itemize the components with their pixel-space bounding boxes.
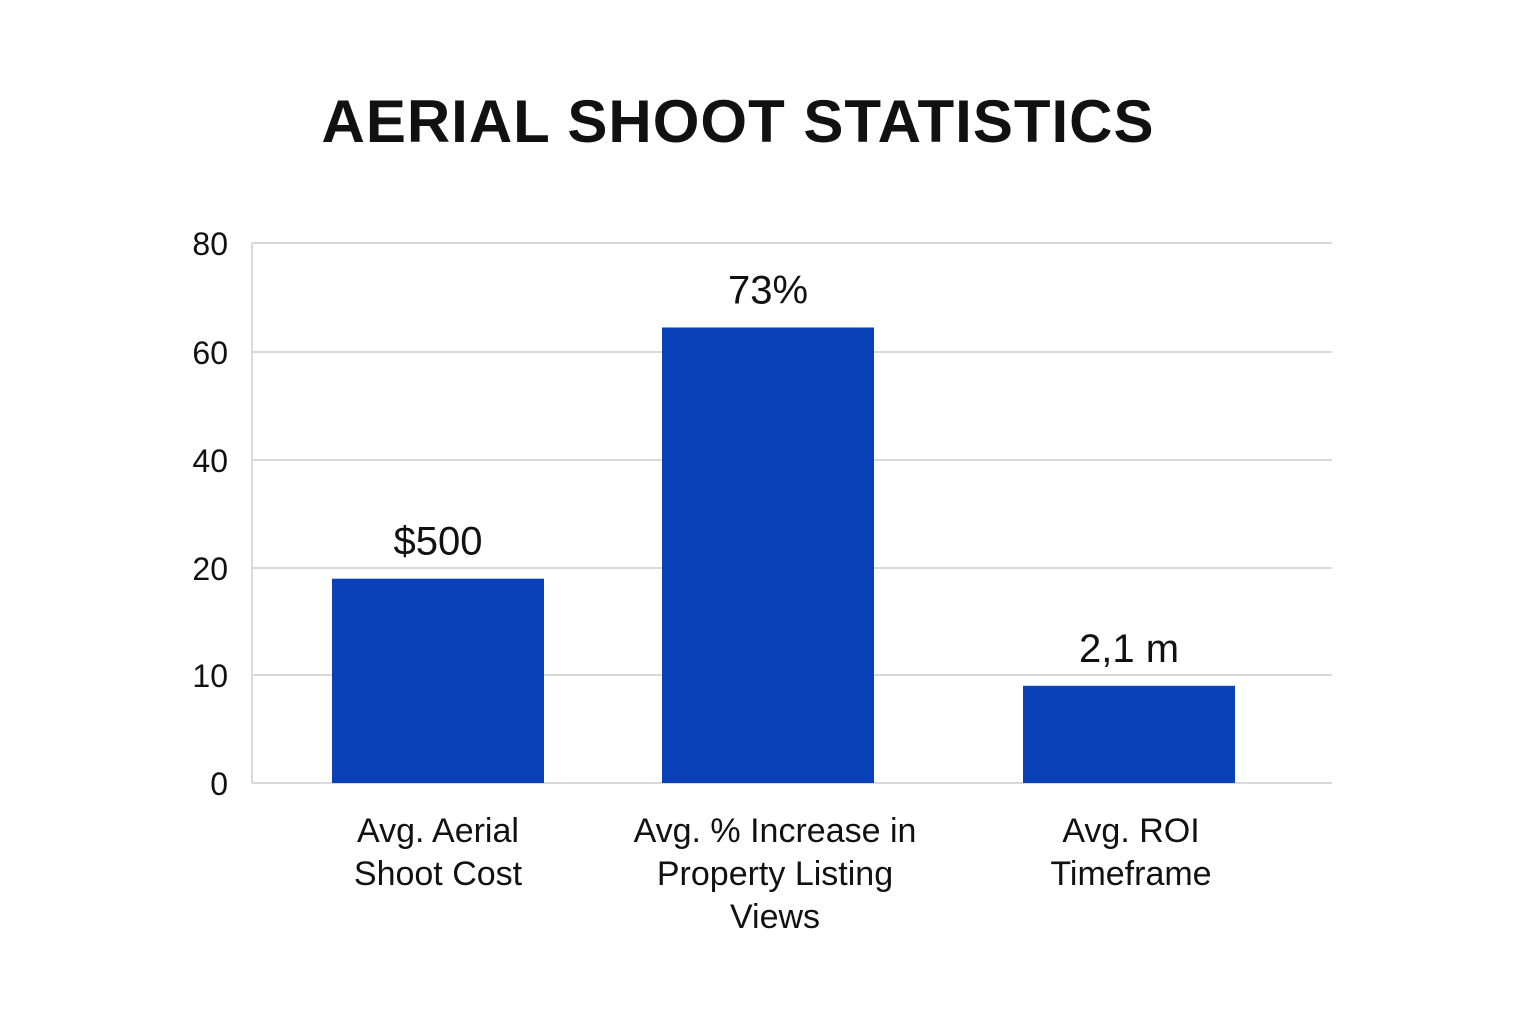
category-label: Timeframe: [1050, 855, 1211, 893]
category-label: Avg. ROI: [1062, 812, 1199, 850]
y-axis: 0 10 20 40 60 80: [192, 226, 253, 802]
y-tick-label: 80: [192, 226, 228, 262]
y-tick-label: 0: [210, 766, 228, 802]
y-tick-label: 10: [192, 658, 228, 694]
bar-2: [662, 327, 874, 783]
category-label: Shoot Cost: [354, 855, 523, 893]
category-label: Views: [730, 898, 820, 936]
labels: $500 73% 2,1 m Avg. Aerial Shoot Cost Avg. % …: [354, 268, 1212, 936]
y-tick-label: 40: [192, 443, 228, 479]
data-label-2: 73%: [728, 268, 808, 312]
chart-title: AERIAL SHOOT STATISTICS: [321, 88, 1155, 155]
category-label: Avg. Aerial: [357, 812, 519, 850]
bar-3: [1023, 685, 1235, 783]
bar-1: [332, 578, 544, 783]
data-label-1: $500: [394, 520, 483, 564]
data-label-3: 2,1 m: [1079, 627, 1179, 671]
category-label: Property Listing: [657, 855, 893, 893]
y-tick-label: 20: [192, 551, 228, 587]
y-tick-label: 60: [192, 335, 228, 371]
bars: [332, 327, 1235, 783]
category-label: Avg. % Increase in: [634, 812, 917, 850]
